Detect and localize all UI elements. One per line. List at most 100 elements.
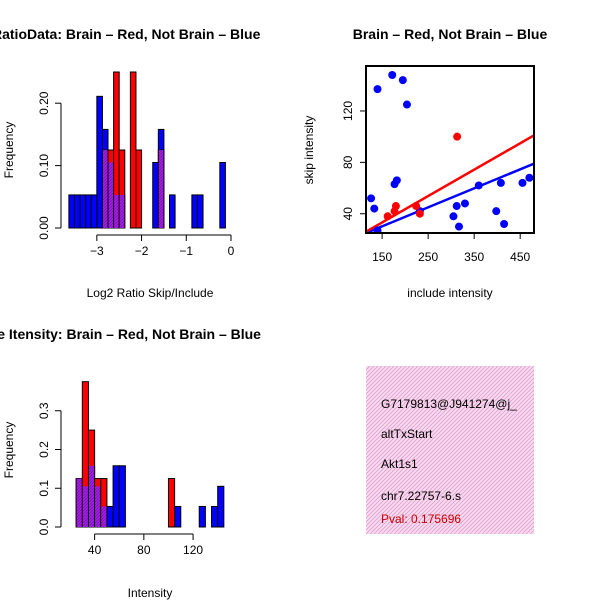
intensity-xtick-label-1: 80 xyxy=(137,543,151,557)
info-event-id: G7179813@J941274@j_ xyxy=(381,397,517,411)
intensity-ylabel: Frequency xyxy=(2,422,16,479)
scatter-point-blue-17 xyxy=(500,220,509,229)
intensity-bar-overlap-1 xyxy=(82,486,88,527)
intensity-bar-notbrain-11 xyxy=(217,485,225,528)
intensity-bar-notbrain-5 xyxy=(106,505,114,528)
info-pval: Pval: 0.175696 xyxy=(381,512,461,526)
scatter-fit-red xyxy=(366,134,534,233)
scatter-ytick-label-1: 80 xyxy=(341,155,355,169)
ratio-bar-notbrain-13 xyxy=(191,194,198,229)
scatter-ytick-label-0: 40 xyxy=(341,207,355,221)
scatter-point-blue-12 xyxy=(454,222,463,231)
intensity-bar-overlap-4 xyxy=(101,506,107,527)
ratio-bar-notbrain-4 xyxy=(90,194,98,229)
ratio-xtick-label-3: 0 xyxy=(228,244,235,258)
intensity-bar-notbrain-9 xyxy=(198,505,206,528)
scatter-point-blue-18 xyxy=(518,178,527,187)
ratio-bar-notbrain-0 xyxy=(68,194,75,229)
scatter-point-red-2 xyxy=(391,202,400,211)
scatter-point-blue-7 xyxy=(398,76,407,85)
intensity-xlabel: Intensity xyxy=(128,586,173,600)
scatter-point-blue-6 xyxy=(392,176,401,185)
scatter-point-red-5 xyxy=(453,132,462,141)
scatter-xtick-label-3: 450 xyxy=(510,250,530,264)
scatter-point-blue-4 xyxy=(388,70,397,79)
intensity-axes: 40 80 120 0.0 0.1 0.2 0.3 xyxy=(37,402,203,557)
intensity-bar-notbrain-6 xyxy=(112,465,120,528)
ratio-bar-notbrain-12 xyxy=(169,194,176,229)
ratio-bar-notbrain-3 xyxy=(85,194,92,229)
ratio-bar-notbrain-10 xyxy=(152,161,159,229)
scatter-point-red-0 xyxy=(383,212,392,221)
intensity-xtick-label-0: 40 xyxy=(88,543,102,557)
scatter-point-blue-14 xyxy=(474,181,483,190)
scatter-point-blue-16 xyxy=(496,178,505,187)
ratio-bar-notbrain-14 xyxy=(196,194,204,229)
scatter-point-blue-15 xyxy=(492,207,501,216)
intensity-ytick-label-3: 0.3 xyxy=(37,402,51,419)
info-gene: Akt1s1 xyxy=(381,457,418,471)
intensity-bar-notbrain-8 xyxy=(174,505,182,528)
scatter-xtick-label-1: 250 xyxy=(418,250,438,264)
scatter-xtick-label-2: 350 xyxy=(464,250,484,264)
info-background xyxy=(366,366,534,534)
info-event-type: altTxStart xyxy=(381,427,433,441)
intensity-histogram: Gene Itensity: Brain – Red, Not Brain – … xyxy=(0,326,261,600)
scatter-point-blue-10 xyxy=(449,212,458,221)
ratio-bar-overlap-6 xyxy=(158,150,164,228)
scatter-point-red-4 xyxy=(415,209,424,218)
scatter-frame xyxy=(365,65,535,234)
ratio-xlabel: Log2 Ratio Skip/Include xyxy=(87,286,214,300)
ratio-bar-notbrain-2 xyxy=(79,194,87,229)
ratio-axes: −3 −2 −1 0 0.00 0.10 0.20 xyxy=(37,91,235,258)
scatter-point-blue-0 xyxy=(367,194,376,203)
intensity-bar-overlap-0 xyxy=(76,478,82,527)
scatter-title: Brain – Red, Not Brain – Blue xyxy=(353,26,548,42)
info-panel: G7179813@J941274@j_ altTxStart Akt1s1 ch… xyxy=(366,366,534,534)
intensity-title: Gene Itensity: Brain – Red, Not Brain – … xyxy=(0,326,261,342)
scatter-point-blue-13 xyxy=(460,199,469,208)
scatter-ytick-label-2: 120 xyxy=(341,101,355,121)
scatter-ylabel: skip intensity xyxy=(302,116,316,185)
scatter-plot-area xyxy=(366,70,534,233)
ratio-bar-overlap-3 xyxy=(119,194,125,228)
intensity-xtick-label-2: 120 xyxy=(183,543,203,557)
intensity-bar-overlap-3 xyxy=(95,486,101,527)
scatter-plot: Brain – Red, Not Brain – Blue 150 250 350 4… xyxy=(302,26,547,300)
ratio-ylabel: Frequency xyxy=(2,122,16,179)
ratio-ytick-label-0: 0.00 xyxy=(37,216,51,240)
intensity-bar-notbrain-10 xyxy=(211,505,219,528)
info-location: chr7.22757-6.s xyxy=(381,489,461,503)
scatter-point-blue-2 xyxy=(373,226,382,233)
scatter-point-red-3 xyxy=(412,202,421,211)
scatter-content: 150 250 350 450 40 80 120 xyxy=(341,65,535,264)
ratio-xtick-label-1: −2 xyxy=(135,244,149,258)
ratio-bar-brain-5 xyxy=(135,149,143,229)
intensity-ytick-label-0: 0.0 xyxy=(37,518,51,535)
ratio-bars xyxy=(68,71,226,229)
ratio-bar-notbrain-5 xyxy=(96,95,103,229)
intensity-bar-notbrain-7 xyxy=(118,465,126,528)
ratio-bar-notbrain-1 xyxy=(73,194,81,229)
scatter-xlabel: include intensity xyxy=(407,286,492,300)
scatter-xtick-label-0: 150 xyxy=(372,250,392,264)
intensity-bar-overlap-2 xyxy=(88,465,95,527)
scatter-point-blue-19 xyxy=(525,173,534,182)
ratio-bar-brain-4 xyxy=(129,71,137,229)
intensity-ytick-label-1: 0.1 xyxy=(37,480,51,497)
ratio-bar-notbrain-15 xyxy=(219,161,226,229)
scatter-fit-blue xyxy=(366,162,534,233)
scatter-point-blue-3 xyxy=(373,85,382,94)
scatter-point-blue-8 xyxy=(402,100,411,109)
intensity-bars xyxy=(75,381,225,528)
ratio-bar-overlap-0 xyxy=(102,150,108,228)
ratio-bar-overlap-1 xyxy=(108,162,114,228)
ratio-ytick-label-2: 0.20 xyxy=(37,91,51,115)
ratio-xtick-label-0: −3 xyxy=(90,244,104,258)
ratio-xtick-label-2: −1 xyxy=(179,244,193,258)
scatter-point-blue-11 xyxy=(452,202,461,211)
scatter-point-blue-1 xyxy=(370,204,379,213)
intensity-ytick-label-2: 0.2 xyxy=(37,441,51,458)
ratio-histogram: RatioData: Brain – Red, Not Brain – Blue… xyxy=(0,26,261,300)
